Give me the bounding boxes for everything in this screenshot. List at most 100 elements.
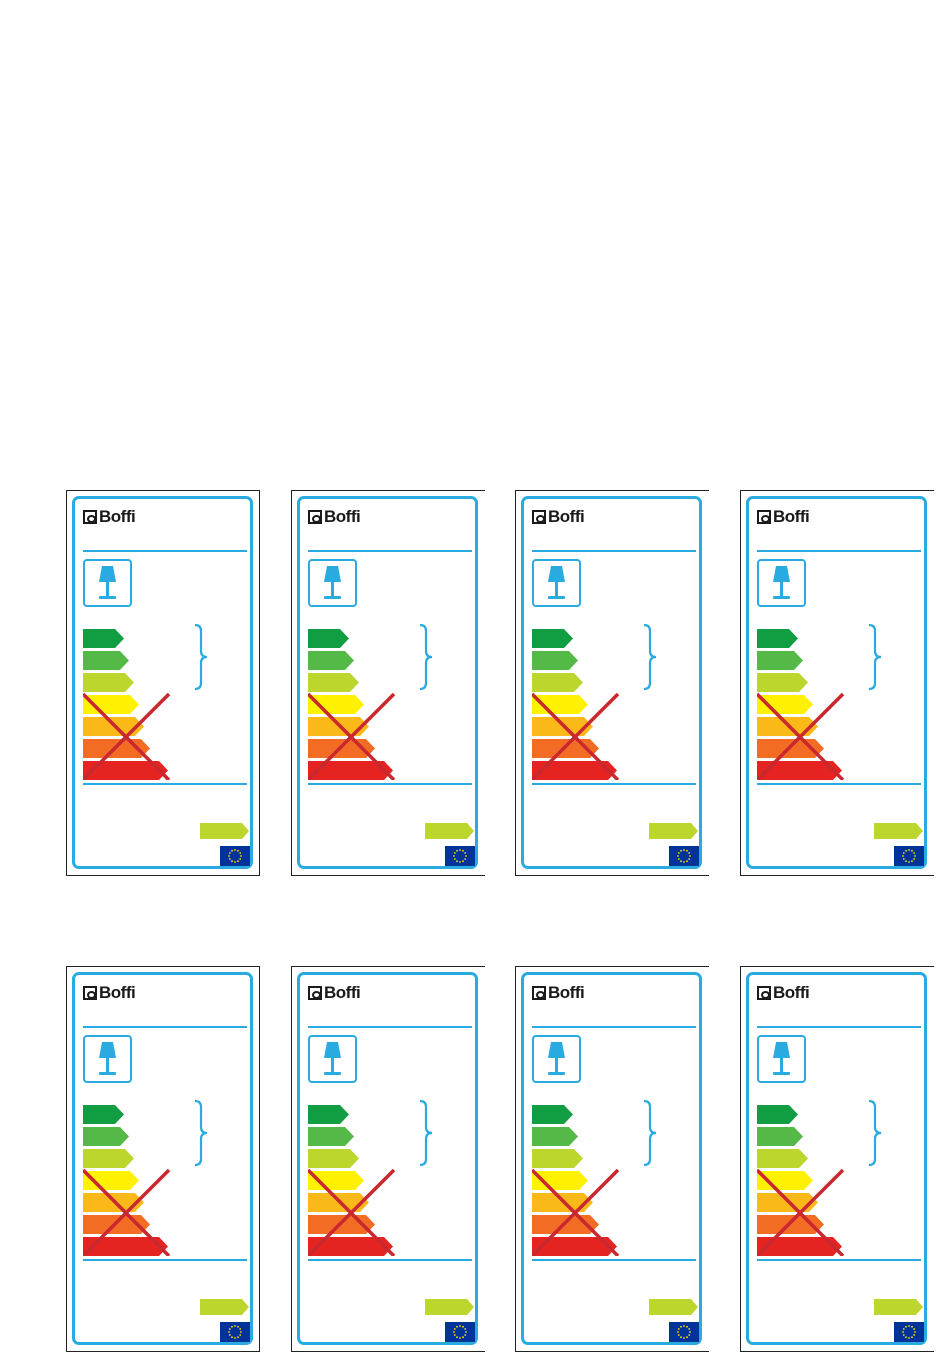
brand-name: Boffi (99, 983, 136, 1002)
eu-star (683, 849, 685, 851)
table-lamp-icon (83, 1035, 132, 1083)
eu-star (902, 852, 905, 854)
eu-star (686, 1325, 688, 1328)
brand-name: Boffi (99, 507, 136, 526)
eu-star (686, 860, 688, 863)
eu-star (453, 855, 455, 857)
eu-star (239, 858, 242, 860)
eu-star (683, 1325, 685, 1327)
cross-out-mark (757, 692, 845, 780)
cross-out-mark (757, 1168, 845, 1256)
eu-star (902, 1334, 905, 1336)
eu-star (465, 1331, 467, 1333)
header-divider (757, 1026, 921, 1028)
header-divider (308, 1026, 472, 1028)
label-frame: Boffi (72, 496, 253, 869)
class-a-p-arrow (83, 651, 129, 670)
energy-class-scale (83, 1105, 171, 1256)
energy-class-scale (757, 1105, 845, 1256)
eu-star (677, 852, 680, 854)
class-a-p-arrow (532, 651, 578, 670)
cross-out-mark (532, 1168, 620, 1256)
class-indicator-arrow (649, 823, 698, 839)
class-a-arrow (757, 1149, 808, 1168)
class-arrows (532, 629, 617, 780)
class-a-pp-arrow (532, 1105, 573, 1124)
table-lamp-icon (532, 1035, 581, 1083)
cross-out-mark (83, 692, 171, 780)
class-e-arrow (308, 761, 393, 780)
eu-star (911, 1325, 913, 1328)
class-indicator-arrow (425, 823, 474, 839)
table-lamp-icon (308, 559, 357, 607)
brand-name: Boffi (548, 983, 585, 1002)
brand-logo: Boffi (308, 984, 361, 1002)
class-indicator-arrow (200, 1299, 249, 1315)
eu-stars (902, 1325, 916, 1339)
eu-star (237, 1325, 239, 1328)
class-e-arrow (83, 1237, 168, 1256)
eu-star (231, 1336, 233, 1339)
eu-stars (228, 849, 242, 863)
footer-divider (308, 783, 472, 785)
eu-star (234, 1337, 236, 1339)
class-a-p-arrow (308, 651, 354, 670)
class-indicator-arrow (200, 823, 249, 839)
eu-star (231, 849, 233, 852)
brand-mark-icon (308, 986, 322, 1000)
class-a-arrow (532, 1149, 583, 1168)
brand-logo: Boffi (532, 983, 585, 1002)
eu-star (688, 1334, 691, 1336)
eu-star (913, 1334, 916, 1336)
brand-mark-icon (757, 986, 771, 1000)
class-a-p-arrow (757, 651, 803, 670)
energy-label: Boffi (291, 966, 485, 1352)
eu-star (677, 1331, 679, 1333)
footer-divider (308, 1259, 472, 1261)
energy-label: Boffi (740, 490, 934, 876)
energy-class-scale (757, 629, 845, 780)
eu-star (237, 1336, 239, 1339)
eu-star (902, 858, 905, 860)
cross-out-mark (83, 1168, 171, 1256)
eu-star (464, 858, 467, 860)
class-e-arrow (757, 761, 842, 780)
eu-star (462, 860, 464, 863)
eu-star (683, 1337, 685, 1339)
class-indicator-arrow (874, 823, 923, 839)
class-e-arrow (757, 1237, 842, 1256)
brace-icon (194, 1099, 208, 1167)
eu-flag-icon (445, 1322, 475, 1342)
eu-star (464, 852, 467, 854)
eu-stars (453, 849, 467, 863)
brand-mark-icon (83, 510, 97, 524)
eu-star (240, 855, 242, 857)
brand-logo: Boffi (532, 508, 585, 526)
eu-star (905, 860, 907, 863)
eu-star (911, 1336, 913, 1339)
eu-star (680, 1325, 682, 1328)
eu-star (459, 1337, 461, 1339)
header-divider (532, 1026, 696, 1028)
eu-star (462, 849, 464, 852)
eu-star (231, 1325, 233, 1328)
eu-star (234, 1325, 236, 1327)
eu-flag-icon (894, 846, 924, 866)
class-a-p-arrow (83, 1127, 129, 1146)
eu-flag-icon (220, 846, 250, 866)
eu-stars (677, 1325, 691, 1339)
footer-divider (83, 783, 247, 785)
class-a-pp-arrow (308, 629, 349, 648)
header-divider (83, 550, 247, 552)
brand-logo: Boffi (757, 508, 810, 526)
eu-flag-icon (445, 846, 475, 866)
eu-star (239, 852, 242, 854)
header-divider (308, 550, 472, 552)
eu-star (908, 849, 910, 851)
eu-star (908, 1325, 910, 1327)
footer-divider (532, 783, 696, 785)
brace-icon (868, 623, 882, 691)
eu-star (913, 858, 916, 860)
table-lamp-icon (757, 559, 806, 607)
eu-star (686, 1336, 688, 1339)
